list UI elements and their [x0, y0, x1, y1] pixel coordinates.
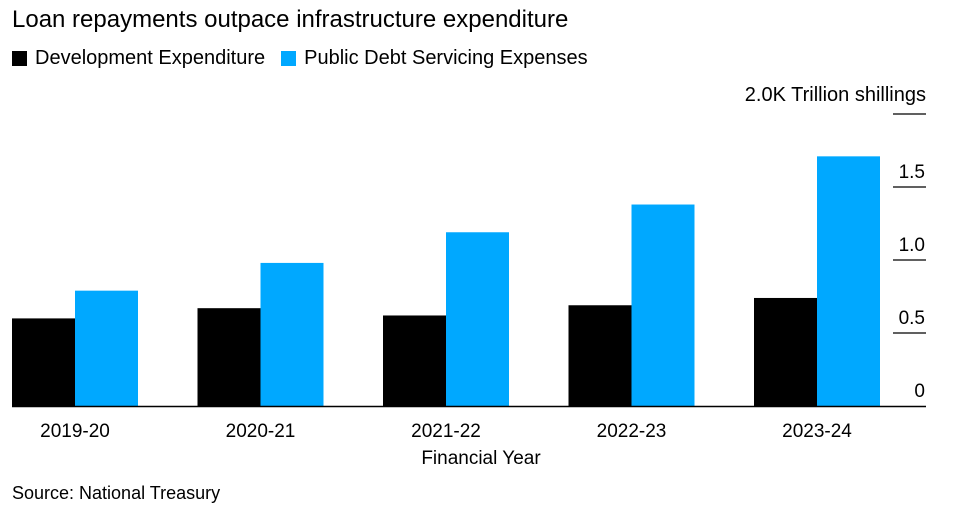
x-tick-label: 2023-24 — [782, 421, 852, 442]
bar-debt-servicing — [817, 156, 880, 406]
bar-debt-servicing — [446, 232, 509, 406]
y-tick-label: 1.0 — [899, 235, 925, 256]
legend-label-development: Development Expenditure — [35, 47, 266, 69]
x-tick-label: 2019-20 — [40, 421, 110, 442]
y-tick-label: 0 — [914, 381, 925, 402]
source-note: Source: National Treasury — [12, 483, 221, 503]
legend-swatch-debt-servicing — [281, 51, 297, 66]
x-tick-label: 2021-22 — [411, 421, 481, 442]
bar-debt-servicing — [260, 262, 324, 406]
legend-item-debt-servicing: Public Debt Servicing Expenses — [281, 47, 588, 70]
chart-title: Loan repayments outpace infrastructure e… — [12, 6, 569, 33]
x-tick-label: 2022-23 — [597, 421, 667, 442]
legend-swatch-development — [12, 51, 27, 66]
bar-development — [383, 315, 446, 406]
bar-debt-servicing — [75, 290, 138, 406]
bar-development — [568, 305, 632, 406]
y-axis-label: 2.0K Trillion shillings — [745, 84, 926, 106]
x-axis-title: Financial Year — [421, 448, 541, 469]
bar-development — [12, 318, 75, 406]
y-tick-label: 0.5 — [899, 308, 925, 329]
bar-debt-servicing — [631, 204, 695, 406]
bar-development — [197, 308, 261, 406]
legend-label-debt-servicing: Public Debt Servicing Expenses — [304, 47, 588, 69]
chart-legend: Development Expenditure Public Debt Serv… — [12, 47, 604, 70]
bar-development — [754, 297, 817, 406]
legend-item-development: Development Expenditure — [12, 47, 265, 70]
y-tick-label: 1.5 — [899, 162, 925, 183]
x-tick-label: 2020-21 — [226, 421, 296, 442]
